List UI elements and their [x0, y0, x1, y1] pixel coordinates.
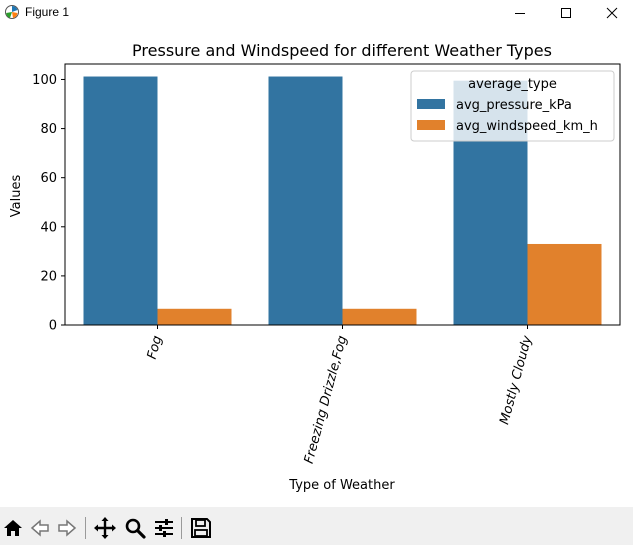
bar-avg_pressure_kPa-0: [83, 76, 158, 326]
bar-avg_windspeed_km_h-2: [527, 243, 602, 325]
y-tick-label: 80: [40, 122, 57, 137]
save-button[interactable]: [188, 515, 214, 541]
legend-label-avg_windspeed_km_h: avg_windspeed_km_h: [456, 119, 598, 134]
configure-subplots-button[interactable]: [151, 515, 177, 541]
zoom-icon: [125, 518, 146, 539]
save-icon: [191, 518, 211, 538]
zoom-button[interactable]: [122, 515, 148, 541]
x-tick-label: Fog: [145, 334, 166, 361]
legend-title: average_type: [468, 77, 557, 92]
toolbar-separator: [181, 517, 182, 539]
legend-swatch-avg_windspeed_km_h: [417, 120, 445, 130]
legend: average_type avg_pressure_kPa avg_windspee…: [410, 70, 615, 142]
x-tick-label: Freezing Drizzle,Fog: [302, 334, 351, 465]
home-icon: [4, 520, 22, 536]
minimize-button[interactable]: [497, 0, 543, 25]
maximize-button[interactable]: [543, 0, 589, 25]
y-axis-label: Values: [9, 175, 24, 218]
figure-canvas: Pressure and Windspeed for different Wea…: [0, 25, 633, 507]
x-tick-label: Mostly Cloudy: [497, 334, 535, 426]
maximize-icon: [561, 7, 571, 18]
window-title: Figure 1: [25, 5, 70, 19]
close-icon: [606, 7, 618, 18]
bar-avg_pressure_kPa-1: [268, 76, 343, 326]
x-axis-label: Type of Weather: [288, 478, 395, 493]
chart-title: Pressure and Windspeed for different Wea…: [132, 41, 552, 60]
legend-swatch-avg_pressure_kPa: [417, 99, 445, 109]
matplotlib-app-icon: [5, 5, 19, 19]
pan-icon: [94, 517, 116, 539]
y-tick-label: 20: [40, 269, 57, 284]
configure-subplots-icon: [155, 519, 173, 537]
y-tick-label: 40: [40, 220, 57, 235]
bar-avg_windspeed_km_h-1: [342, 308, 417, 325]
close-button[interactable]: [589, 0, 633, 25]
home-button[interactable]: [0, 515, 26, 541]
back-icon: [30, 519, 49, 537]
y-tick-label: 100: [32, 73, 57, 88]
back-button[interactable]: [27, 515, 53, 541]
window-titlebar: Figure 1: [0, 0, 633, 25]
toolbar-separator: [85, 517, 86, 539]
forward-icon: [58, 519, 77, 537]
legend-frame: [410, 70, 615, 142]
minimize-icon: [515, 12, 525, 14]
pan-button[interactable]: [92, 515, 118, 541]
forward-button[interactable]: [54, 515, 80, 541]
y-tick-label: 0: [49, 319, 57, 334]
bar-avg_windspeed_km_h-0: [157, 308, 232, 325]
legend-label-avg_pressure_kPa: avg_pressure_kPa: [456, 98, 572, 113]
navigation-toolbar: [0, 507, 633, 545]
y-tick-label: 60: [40, 171, 57, 186]
bar-chart: Pressure and Windspeed for different Wea…: [9, 41, 621, 493]
